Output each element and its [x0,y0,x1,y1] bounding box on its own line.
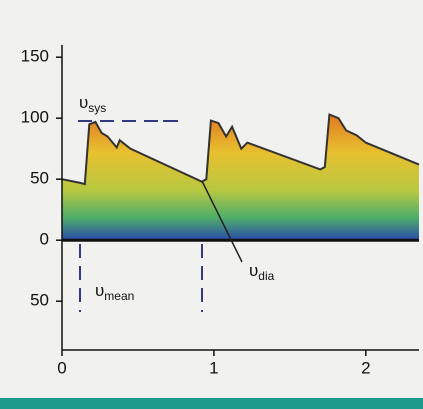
annotation-symbol: υ [249,261,258,280]
annotation-subscript: mean [104,289,134,303]
x-tick-label: 2 [361,358,370,377]
annotation-symbol: υ [79,93,88,112]
y-tick-label: 0 [40,230,49,249]
footer-bar [0,398,423,409]
x-tick-label: 0 [57,358,66,377]
plot-area: 50 0 50 100 150 0 1 2 [21,45,420,377]
annotation: υsys [79,93,106,115]
x-tick-label: 1 [209,358,218,377]
y-tick-label: 50 [30,291,49,310]
envelope [61,113,420,186]
annotation-subscript: dia [258,269,274,283]
dia-pointer [201,180,243,263]
y-tick-label: 100 [21,108,49,127]
annotation-symbol: υ [95,281,104,300]
annotation-subscript: sys [88,101,106,115]
annotation: υdia [249,261,275,283]
y-tick-label: 50 [30,169,49,188]
annotation: υmean [95,281,134,303]
y-tick-label: 150 [21,47,49,66]
spectrum-fill [62,114,419,241]
